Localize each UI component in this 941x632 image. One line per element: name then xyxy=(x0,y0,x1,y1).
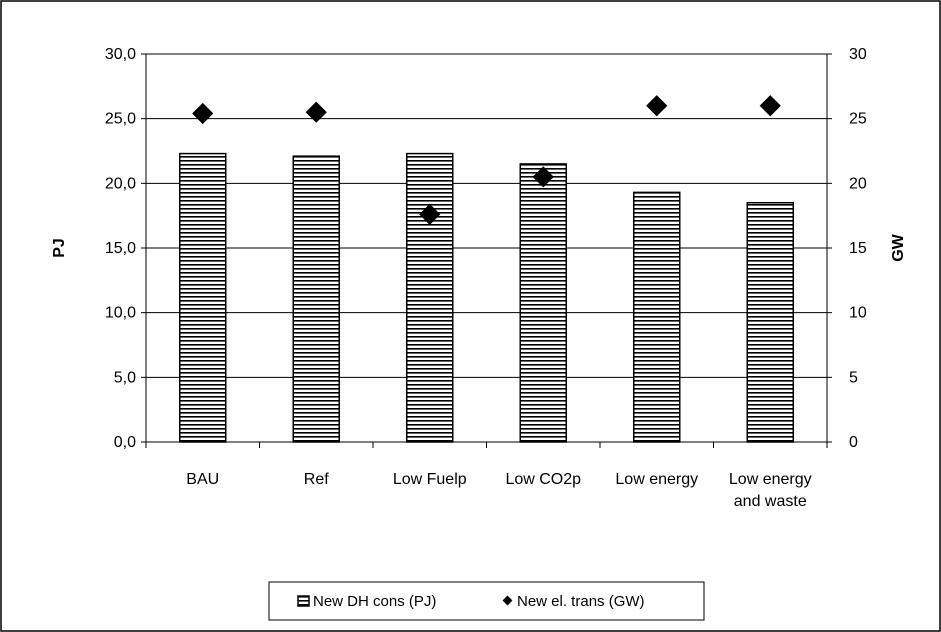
legend: New DH cons (PJ) New el. trans (GW) xyxy=(268,581,705,621)
marker-4 xyxy=(532,166,554,188)
y2-tick-label: 30 xyxy=(849,46,867,63)
y-tick-label: 25,0 xyxy=(105,111,136,128)
marker-5 xyxy=(646,95,668,117)
bar-series xyxy=(179,152,794,443)
marker-6 xyxy=(759,95,781,117)
left-axis-ticks: 0,0 5,0 10,0 15,0 20,0 25,0 30,0 xyxy=(105,46,146,451)
y-tick-label: 15,0 xyxy=(105,240,136,257)
bar-3 xyxy=(406,152,454,443)
bar-2 xyxy=(292,155,340,443)
x-tick-label: Low energy xyxy=(615,471,698,488)
gridlines xyxy=(146,53,827,378)
bar-6 xyxy=(746,201,794,443)
y-tick-label: 10,0 xyxy=(105,305,136,322)
y-tick-label: 30,0 xyxy=(105,46,136,63)
y2-tick-label: 25 xyxy=(849,111,867,128)
bar-1 xyxy=(179,152,227,443)
y-tick-label: 5,0 xyxy=(114,369,136,386)
x-tick-label: Low Fuelp xyxy=(393,471,467,488)
legend-swatch-marker xyxy=(502,595,513,606)
bar-4 xyxy=(519,163,567,443)
x-tick-label: BAU xyxy=(186,471,219,488)
y-axis-title: PJ xyxy=(51,238,68,258)
y-tick-label: 20,0 xyxy=(105,175,136,192)
right-axis-ticks: 0 5 10 15 20 25 30 xyxy=(827,46,867,451)
y2-axis-title: GW xyxy=(890,233,907,261)
y2-tick-label: 20 xyxy=(849,175,867,192)
bar-5 xyxy=(633,191,681,443)
x-tick-label: Low energy and waste xyxy=(729,471,812,510)
y-tick-label: 0,0 xyxy=(114,434,136,451)
y2-tick-label: 0 xyxy=(849,434,858,451)
legend-label-bar: New DH cons (PJ) xyxy=(313,593,436,610)
x-tick-label: Low CO2p xyxy=(505,471,581,488)
marker-1 xyxy=(192,102,214,125)
legend-label-marker: New el. trans (GW) xyxy=(517,593,645,610)
x-tick-label: Ref xyxy=(304,471,329,488)
legend-swatch-bar xyxy=(297,595,310,607)
y2-tick-label: 5 xyxy=(849,369,858,386)
y2-tick-label: 10 xyxy=(849,305,867,322)
x-axis-labels: BAU Ref Low Fuelp Low CO2p Low energy Low ene… xyxy=(186,471,811,510)
legend-box xyxy=(268,581,705,621)
y2-tick-label: 15 xyxy=(849,240,867,257)
